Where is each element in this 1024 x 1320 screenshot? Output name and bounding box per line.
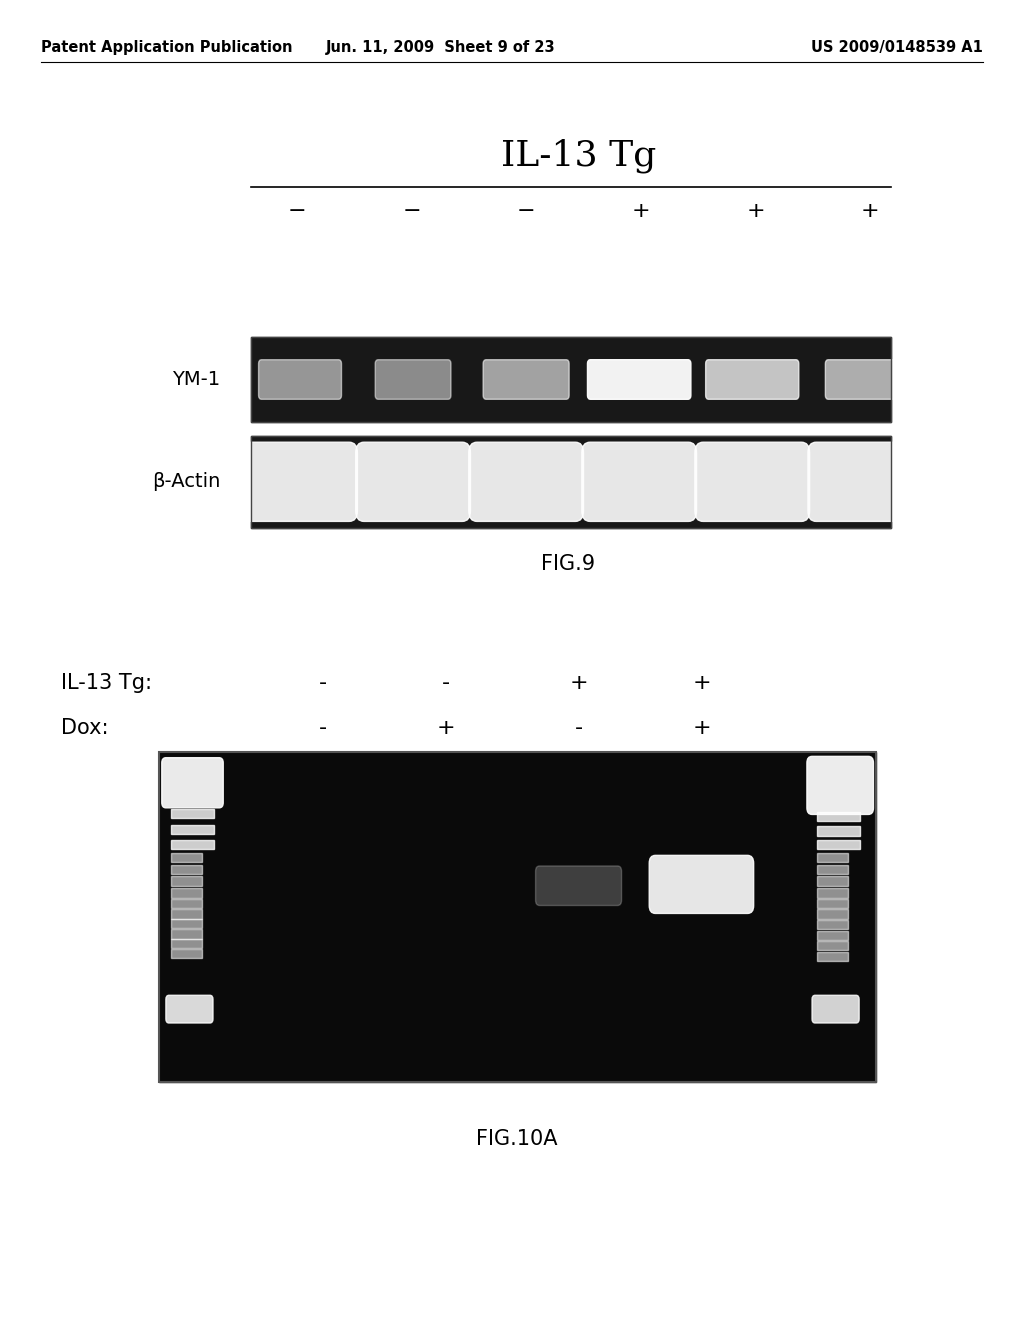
Bar <box>817 876 848 886</box>
Bar <box>159 752 876 1082</box>
Bar <box>171 909 202 919</box>
Text: IL-13 Tg: IL-13 Tg <box>501 139 656 173</box>
Bar <box>171 809 214 818</box>
Text: FIG.10A: FIG.10A <box>476 1129 558 1148</box>
Text: +: + <box>632 201 650 220</box>
Bar <box>171 888 202 898</box>
Text: IL-13 Tg:: IL-13 Tg: <box>61 673 153 693</box>
FancyBboxPatch shape <box>469 442 584 521</box>
Bar <box>171 876 202 886</box>
Text: YM-1: YM-1 <box>172 370 220 389</box>
Text: Jun. 11, 2009  Sheet 9 of 23: Jun. 11, 2009 Sheet 9 of 23 <box>326 40 555 54</box>
Text: -: - <box>574 718 583 738</box>
Bar <box>171 929 202 939</box>
FancyBboxPatch shape <box>588 359 691 399</box>
Bar <box>171 865 202 874</box>
Bar <box>817 941 848 950</box>
Bar <box>817 840 860 849</box>
Bar <box>171 899 202 908</box>
FancyBboxPatch shape <box>649 855 754 913</box>
FancyBboxPatch shape <box>375 359 451 399</box>
FancyBboxPatch shape <box>243 442 357 521</box>
Bar <box>171 825 214 834</box>
Text: +: + <box>692 718 711 738</box>
Bar <box>251 436 891 528</box>
Text: −: − <box>288 201 306 220</box>
Text: Dox:: Dox: <box>61 718 109 738</box>
Bar <box>171 919 202 928</box>
Text: +: + <box>861 201 880 220</box>
Text: Patent Application Publication: Patent Application Publication <box>41 40 293 54</box>
Text: FIG.9: FIG.9 <box>542 554 595 574</box>
Bar <box>817 888 848 898</box>
FancyBboxPatch shape <box>536 866 622 906</box>
Bar <box>251 337 891 422</box>
FancyBboxPatch shape <box>582 442 696 521</box>
Bar <box>817 812 860 821</box>
Text: -: - <box>441 673 450 693</box>
Text: -: - <box>318 718 327 738</box>
Text: β-Actin: β-Actin <box>152 473 220 491</box>
Bar <box>817 853 848 862</box>
Bar <box>171 853 202 862</box>
Bar <box>171 840 214 849</box>
Bar <box>159 752 876 1082</box>
FancyBboxPatch shape <box>812 995 859 1023</box>
FancyBboxPatch shape <box>807 756 873 814</box>
Text: +: + <box>746 201 765 220</box>
Bar <box>817 899 848 908</box>
FancyBboxPatch shape <box>808 442 923 521</box>
Bar <box>817 909 848 919</box>
Bar <box>817 865 848 874</box>
Bar <box>817 952 848 961</box>
FancyBboxPatch shape <box>258 359 342 399</box>
Bar <box>251 436 891 528</box>
Text: −: − <box>402 201 421 220</box>
Text: +: + <box>692 673 711 693</box>
Bar <box>817 826 860 836</box>
FancyBboxPatch shape <box>706 359 799 399</box>
Text: US 2009/0148539 A1: US 2009/0148539 A1 <box>811 40 983 54</box>
Bar <box>171 949 202 958</box>
Bar <box>817 931 848 940</box>
FancyBboxPatch shape <box>825 359 905 399</box>
Text: -: - <box>318 673 327 693</box>
Text: −: − <box>517 201 536 220</box>
Bar <box>251 337 891 422</box>
FancyBboxPatch shape <box>162 758 223 808</box>
FancyBboxPatch shape <box>355 442 470 521</box>
Text: +: + <box>436 718 455 738</box>
FancyBboxPatch shape <box>695 442 810 521</box>
Bar <box>817 920 848 929</box>
FancyBboxPatch shape <box>166 995 213 1023</box>
FancyBboxPatch shape <box>483 359 569 399</box>
Bar <box>171 939 202 948</box>
Text: +: + <box>569 673 588 693</box>
